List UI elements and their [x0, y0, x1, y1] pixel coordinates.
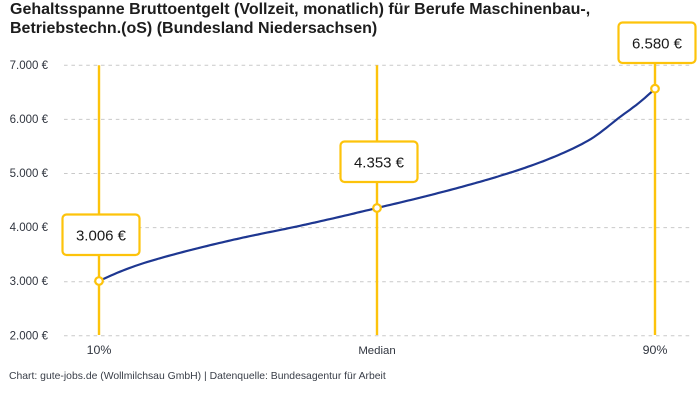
svg-text:6.000 €: 6.000 € [10, 114, 49, 126]
svg-text:4.000 €: 4.000 € [10, 222, 49, 234]
svg-text:Median: Median [358, 345, 395, 357]
svg-text:4.353 €: 4.353 € [354, 155, 405, 172]
svg-text:7.000 €: 7.000 € [10, 60, 49, 72]
svg-text:3.006 €: 3.006 € [76, 228, 127, 245]
svg-text:6.580 €: 6.580 € [632, 36, 683, 53]
svg-text:2.000 €: 2.000 € [10, 330, 49, 342]
svg-text:10%: 10% [87, 343, 112, 357]
svg-text:90%: 90% [643, 343, 668, 357]
svg-text:5.000 €: 5.000 € [10, 168, 49, 180]
svg-text:3.000 €: 3.000 € [10, 276, 49, 288]
